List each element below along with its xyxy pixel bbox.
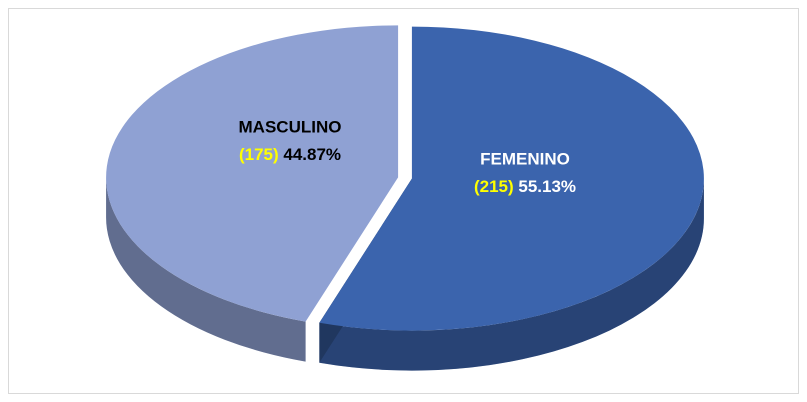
slice-count-label: (215) [474,177,514,196]
slice-category-label: MASCULINO [239,117,342,136]
slice-value-label: (175) 44.87% [239,145,341,164]
slice-side-shade [106,177,306,362]
slice-side [106,177,306,362]
slice-percent-label: 44.87% [283,145,341,164]
slice-side-shade [319,178,704,371]
slice [106,25,399,322]
slice [319,26,704,331]
slice-count-label: (175) [239,145,279,164]
slice-percent-label: 55.13% [518,177,576,196]
slice-category-label: FEMENINO [480,149,570,168]
slice-side [319,178,704,371]
slice-value-label: (215) 55.13% [474,177,576,196]
